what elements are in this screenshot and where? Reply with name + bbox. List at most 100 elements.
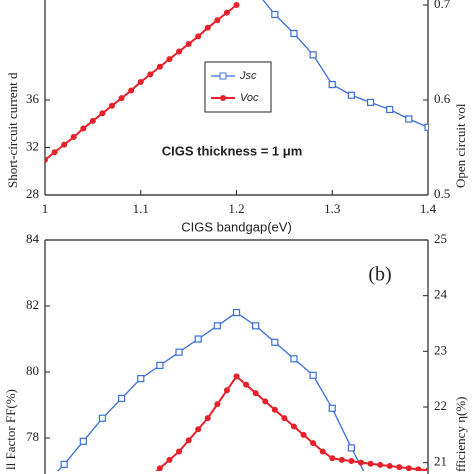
y2-tick-label: 22 (434, 398, 447, 413)
marker (204, 24, 211, 31)
marker (175, 348, 183, 356)
marker (156, 63, 163, 70)
marker (195, 33, 202, 40)
marker (156, 465, 163, 471)
marker (99, 110, 106, 117)
y2-tick-label: 23 (434, 342, 447, 357)
marker (137, 375, 145, 383)
marker (309, 371, 317, 379)
marker (310, 440, 317, 447)
marker (386, 462, 393, 469)
y2-tick-label: 0.7 (434, 0, 451, 11)
legend-marker (219, 72, 227, 80)
marker (347, 91, 355, 99)
marker (214, 401, 221, 408)
marker (194, 335, 202, 343)
marker (262, 398, 269, 405)
marker (233, 2, 240, 8)
marker (166, 456, 173, 463)
marker (45, 156, 48, 163)
marker (347, 444, 355, 452)
marker (425, 467, 428, 471)
marker (61, 141, 68, 148)
marker (329, 455, 336, 462)
marker (424, 123, 428, 131)
marker (338, 456, 345, 463)
x-tick-label: 1.1 (133, 201, 149, 216)
y2-tick-label: 21 (434, 454, 447, 469)
marker (405, 465, 412, 471)
marker (290, 29, 298, 38)
y2-tick-label: 25 (434, 231, 447, 246)
x-tick-label: 1.3 (324, 201, 340, 216)
annotation: (b) (368, 264, 391, 286)
plot-area (45, 0, 428, 163)
y-tick-label: 82 (26, 297, 39, 312)
marker (118, 95, 125, 102)
marker (195, 426, 202, 433)
y-tick-label: 32 (26, 138, 39, 153)
y2-tick-label: 0.6 (434, 91, 451, 106)
marker (300, 431, 307, 438)
y-axis-label: ll Factor FF(%) (3, 389, 18, 470)
marker (128, 87, 135, 94)
marker (377, 461, 384, 468)
series-line (155, 374, 428, 471)
y2-tick-label: 24 (434, 287, 448, 302)
marker (252, 390, 259, 397)
marker (51, 149, 58, 156)
marker (109, 102, 116, 109)
plot-area (56, 309, 428, 471)
legend-marker (220, 95, 226, 101)
legend-box (204, 61, 272, 113)
marker (396, 464, 403, 471)
marker (328, 404, 336, 412)
marker (117, 394, 126, 402)
marker (328, 80, 336, 89)
marker (204, 415, 211, 422)
marker (252, 322, 260, 330)
marker (70, 134, 77, 141)
x-axis-label: CIGS bandgap(eV) (181, 219, 292, 234)
marker (137, 78, 144, 85)
marker (271, 10, 279, 19)
marker (98, 414, 107, 422)
marker (79, 437, 87, 445)
marker (185, 437, 192, 444)
marker (319, 448, 326, 455)
marker (243, 381, 250, 388)
marker (366, 98, 375, 106)
series-line (56, 311, 365, 471)
marker (271, 338, 279, 346)
marker (166, 56, 173, 63)
marker (290, 355, 298, 363)
marker (281, 415, 288, 422)
marker (89, 117, 96, 124)
marker (223, 387, 230, 394)
y-tick-label: 80 (26, 363, 39, 378)
x-tick-label: 1.4 (420, 201, 437, 216)
marker (290, 423, 297, 430)
marker (156, 361, 164, 369)
y2-axis-label: fficiency η(%) (453, 397, 468, 473)
marker (223, 9, 230, 16)
y-tick-label: 84 (26, 231, 40, 246)
marker (214, 17, 221, 24)
y-tick-label: 36 (26, 91, 40, 106)
x-tick-label: 1.2 (228, 201, 244, 216)
marker (367, 460, 374, 467)
legend-label: Voc (240, 92, 259, 104)
marker (405, 115, 413, 123)
marker (309, 51, 317, 59)
marker (176, 48, 183, 55)
marker (213, 322, 221, 330)
marker (60, 460, 68, 468)
legend-label: Jsc (239, 70, 257, 82)
marker (233, 373, 240, 380)
y-tick-label: 78 (26, 429, 39, 444)
marker (386, 105, 394, 114)
marker (357, 459, 364, 466)
series-line (262, 0, 428, 128)
marker (80, 125, 87, 132)
